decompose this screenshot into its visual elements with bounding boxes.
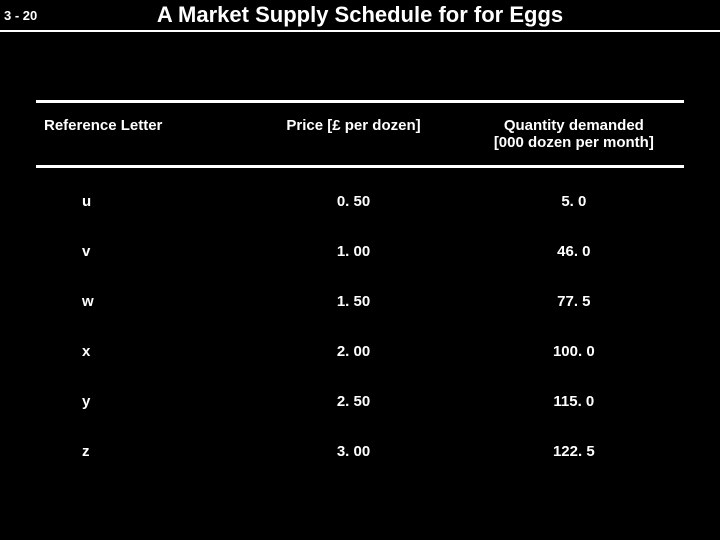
cell-quantity: 122. 5 <box>464 443 684 460</box>
col-header-quantity-line2: [000 dozen per month] <box>464 134 684 151</box>
cell-reference: u <box>36 193 243 210</box>
cell-quantity: 46. 0 <box>464 243 684 260</box>
table-row: w1. 5077. 5 <box>36 276 684 326</box>
cell-reference: w <box>36 293 243 310</box>
table-row: y2. 50115. 0 <box>36 376 684 426</box>
cell-reference: v <box>36 243 243 260</box>
cell-price: 2. 00 <box>243 343 463 360</box>
cell-price: 2. 50 <box>243 393 463 410</box>
cell-reference: x <box>36 343 243 360</box>
table-row: z3. 00122. 5 <box>36 426 684 476</box>
table-body: u0. 505. 0v1. 0046. 0w1. 5077. 5x2. 0010… <box>36 168 684 476</box>
cell-reference: y <box>36 393 243 410</box>
table-header-row: Reference Letter Price [£ per dozen] Qua… <box>36 100 684 168</box>
cell-price: 1. 50 <box>243 293 463 310</box>
slide-title: A Market Supply Schedule for for Eggs <box>50 2 720 28</box>
cell-price: 0. 50 <box>243 193 463 210</box>
cell-quantity: 115. 0 <box>464 393 684 410</box>
col-header-reference: Reference Letter <box>36 117 243 151</box>
page-number: 3 - 20 <box>0 0 50 30</box>
table-row: v1. 0046. 0 <box>36 226 684 276</box>
cell-price: 3. 00 <box>243 443 463 460</box>
cell-quantity: 77. 5 <box>464 293 684 310</box>
supply-schedule-table: Reference Letter Price [£ per dozen] Qua… <box>0 32 720 476</box>
col-header-price: Price [£ per dozen] <box>243 117 463 151</box>
cell-price: 1. 00 <box>243 243 463 260</box>
cell-quantity: 100. 0 <box>464 343 684 360</box>
col-header-quantity-line1: Quantity demanded <box>464 117 684 134</box>
table-row: x2. 00100. 0 <box>36 326 684 376</box>
col-header-quantity: Quantity demanded [000 dozen per month] <box>464 117 684 151</box>
cell-reference: z <box>36 443 243 460</box>
table-row: u0. 505. 0 <box>36 176 684 226</box>
header-bar: 3 - 20 A Market Supply Schedule for for … <box>0 0 720 32</box>
cell-quantity: 5. 0 <box>464 193 684 210</box>
